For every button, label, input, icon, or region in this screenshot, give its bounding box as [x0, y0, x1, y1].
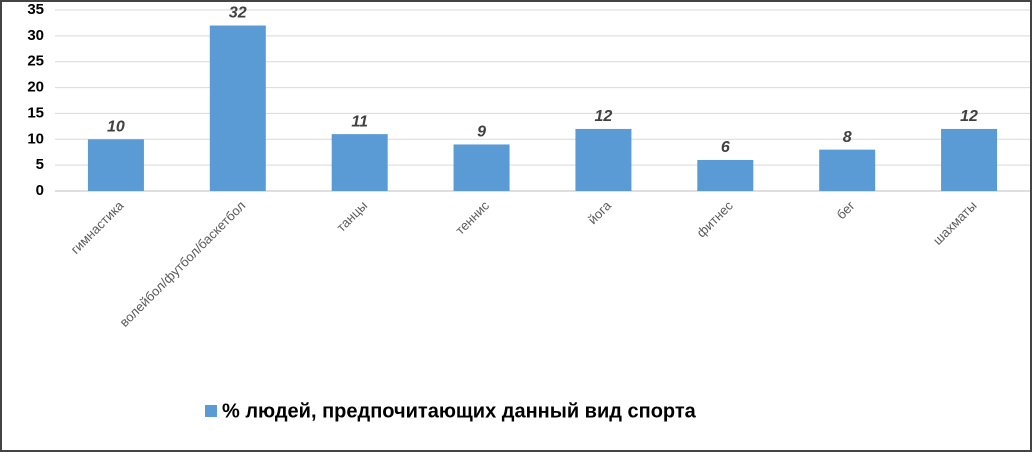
data-label: 11 — [351, 113, 368, 130]
bar — [331, 134, 388, 191]
data-label: 12 — [960, 108, 978, 125]
data-label: 12 — [595, 108, 613, 125]
y-tick-label: 25 — [27, 53, 44, 70]
data-label: 6 — [721, 139, 730, 156]
data-label: 10 — [107, 119, 125, 136]
bar — [87, 139, 144, 191]
data-label: 32 — [229, 5, 247, 22]
y-tick-label: 30 — [27, 27, 44, 44]
bar — [941, 128, 998, 191]
data-label: 8 — [843, 129, 852, 146]
y-tick-label: 15 — [27, 104, 44, 121]
legend-label: % людей, предпочитающих данный вид спорт… — [222, 400, 697, 422]
bar — [697, 159, 754, 191]
legend-marker — [205, 405, 217, 417]
bar — [209, 25, 266, 192]
y-tick-label: 20 — [27, 79, 44, 96]
y-tick-label: 0 — [36, 182, 44, 199]
bar — [819, 149, 876, 191]
bar — [453, 144, 510, 191]
y-tick-label: 35 — [27, 1, 44, 18]
bar — [575, 128, 632, 191]
y-tick-label: 5 — [36, 156, 44, 173]
y-tick-label: 10 — [27, 130, 44, 147]
data-label: 9 — [477, 124, 486, 141]
